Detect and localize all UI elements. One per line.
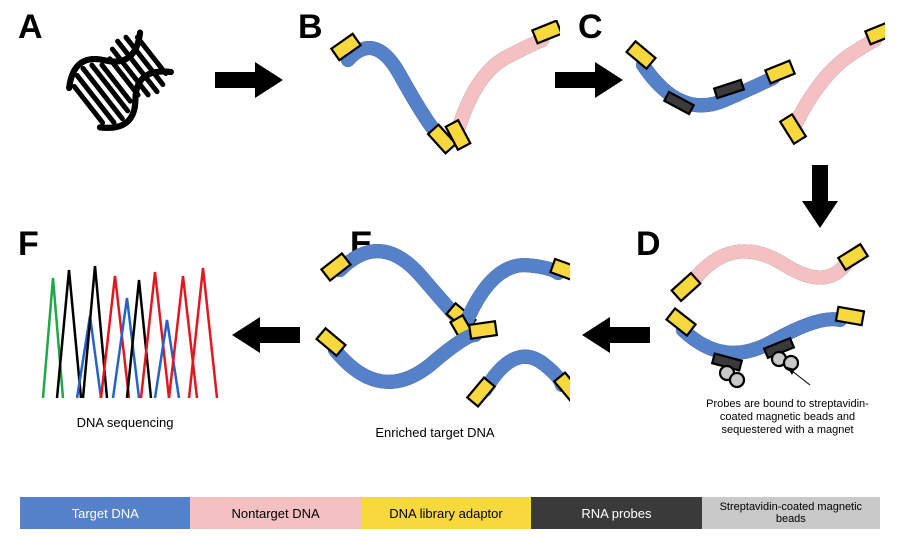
- legend-item: Streptavidin-coated magnetic beads: [702, 497, 880, 529]
- panel-e-caption: Enriched target DNA: [360, 425, 510, 441]
- arrow-b-to-c: [555, 60, 625, 100]
- panel-f-caption: DNA sequencing: [60, 415, 190, 431]
- panel-label-a: A: [18, 8, 43, 47]
- legend-item: DNA library adaptor: [361, 497, 531, 529]
- legend-item: Nontarget DNA: [190, 497, 360, 529]
- panel-d: [665, 235, 885, 400]
- legend: Target DNANontarget DNADNA library adapt…: [20, 497, 880, 529]
- arrow-d-to-e: [580, 315, 650, 355]
- panel-d-caption: Probes are bound to streptavidin-coated …: [695, 398, 880, 438]
- nontarget-strand-c: [780, 22, 885, 144]
- legend-item: RNA probes: [531, 497, 701, 529]
- panel-label-c: C: [578, 8, 603, 47]
- nontarget-strand-b: [446, 21, 560, 150]
- nontarget-strand-d: [672, 244, 868, 301]
- target-strand-c: [627, 41, 795, 114]
- dna-rungs: [69, 30, 171, 130]
- panel-label-d: D: [636, 225, 661, 264]
- panel-b: [330, 20, 560, 170]
- enriched-strand-4: [467, 357, 570, 407]
- enriched-strand-1: [321, 251, 475, 331]
- arrow-c-to-d: [800, 165, 840, 230]
- legend-item: Target DNA: [20, 497, 190, 529]
- enriched-strand-3: [317, 321, 497, 382]
- arrow-a-to-b: [215, 60, 285, 100]
- arrow-e-to-f: [230, 315, 300, 355]
- panel-f-sequencing: [35, 258, 225, 408]
- panel-label-b: B: [298, 8, 323, 47]
- panel-a-dna-helix: [55, 20, 185, 140]
- target-strand-b: [331, 34, 456, 154]
- panel-e: [310, 235, 570, 425]
- dna-helix-icon: [55, 20, 185, 140]
- target-strand-d: [666, 307, 864, 387]
- panel-c: [625, 20, 885, 170]
